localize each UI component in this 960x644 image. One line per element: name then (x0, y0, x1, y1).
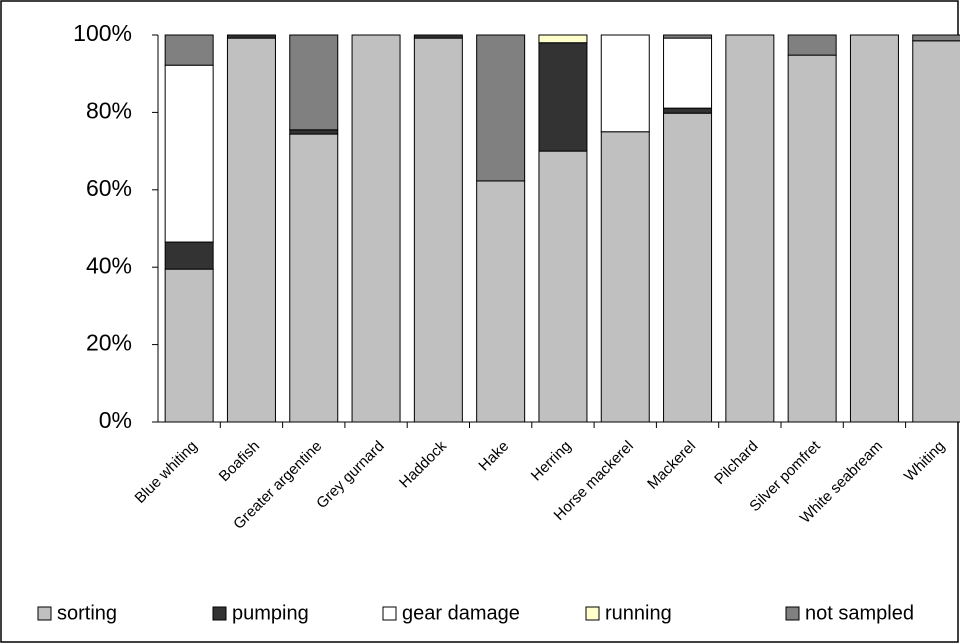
bar-segment (226, 37, 276, 423)
legend-swatch (37, 606, 52, 621)
bar-segment (413, 37, 463, 423)
bar-segment (226, 34, 276, 39)
bar-segment (787, 54, 837, 423)
y-tick-label: 60% (86, 175, 132, 201)
y-tick-label: 0% (99, 407, 132, 433)
bar-segment (912, 40, 960, 423)
bar-segment (663, 112, 713, 423)
bar-segment (289, 34, 339, 131)
legend-swatch (382, 606, 397, 621)
bar-segment (538, 34, 588, 44)
bar-segment (413, 34, 463, 39)
bar-segment (600, 131, 650, 423)
bar-segment (351, 34, 401, 423)
y-tick-label: 20% (86, 330, 132, 356)
legend-label: sorting (57, 602, 117, 624)
bar-segment (600, 34, 650, 133)
bar-segment (164, 241, 214, 270)
y-tick-label: 100% (73, 20, 132, 46)
bar-segment (663, 107, 713, 114)
bar-segment (725, 34, 775, 423)
y-tick-label: 40% (86, 252, 132, 278)
y-tick-label: 80% (86, 97, 132, 123)
bar-segment (476, 180, 526, 423)
bar-segment (164, 64, 214, 243)
bar-segment (849, 34, 899, 423)
bar-segment (538, 42, 588, 152)
bar-segment (663, 34, 713, 39)
bar-segment (164, 268, 214, 423)
legend-swatch (585, 606, 600, 621)
bar-segment (912, 34, 960, 42)
legend-swatch (212, 606, 227, 621)
bar-segment (289, 133, 339, 423)
bar-segment (663, 37, 713, 109)
legend-label: running (605, 602, 672, 624)
bar-segment (538, 150, 588, 423)
legend-label: gear damage (402, 602, 520, 624)
legend-swatch (785, 606, 800, 621)
bar-segment (476, 34, 526, 182)
bar-segment (787, 34, 837, 56)
bar-segment (289, 129, 339, 135)
legend-label: pumping (232, 602, 309, 624)
legend-label: not sampled (805, 602, 914, 624)
bar-segment (164, 34, 214, 66)
